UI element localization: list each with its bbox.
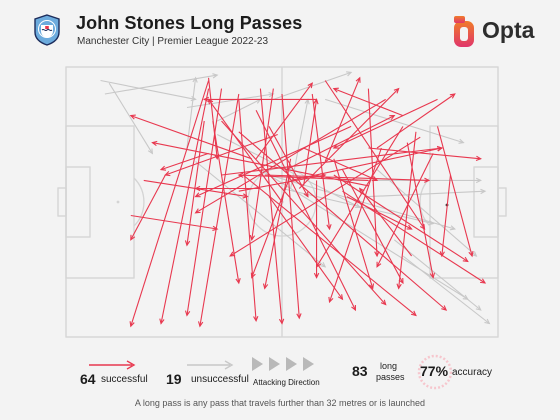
unsuccessful-pass-arrow-11	[290, 98, 310, 189]
right-goal	[497, 187, 507, 217]
successful-pass-arrow-13	[262, 158, 292, 290]
successful-pass-arrow-48	[129, 114, 252, 160]
unsuccessful-pass-arrow-4	[186, 92, 275, 109]
successful-pass-arrow-21	[406, 142, 436, 279]
successful-pass-arrow-46	[376, 93, 456, 149]
successful-pass-arrow-7	[281, 93, 302, 320]
successful-pass-arrow-60	[229, 136, 421, 257]
unsuccessful-pass-arrow-18	[402, 255, 491, 325]
left-goal	[57, 187, 67, 217]
long-passes-label-line1: long	[380, 361, 398, 371]
successful-pass-arrow-44	[255, 82, 313, 160]
successful-pass-arrow-62	[436, 126, 474, 258]
accuracy-value: 77%	[420, 363, 449, 379]
successful-pass-arrow-23	[376, 153, 434, 268]
unsuccessful-pass-arrow-17	[195, 161, 327, 268]
unsuccessful-pass-arrow-2	[104, 73, 219, 95]
unsuccessful-pass-arrow-12	[325, 98, 465, 144]
attacking-direction-label: Attacking Direction	[253, 378, 320, 387]
successful-pass-arrow-3	[184, 88, 223, 317]
successful-pass-arrow-28	[194, 98, 386, 214]
successful-pass-arrow-8	[255, 109, 357, 312]
successful-pass-arrow-31	[358, 187, 413, 257]
successful-pass-arrow-36	[194, 125, 352, 198]
successful-pass-arrow-49	[151, 140, 369, 187]
left-penalty-spot	[116, 200, 120, 204]
unsuccessful-label: unsuccessful	[191, 374, 249, 385]
page-title: John Stones Long Passes	[76, 13, 303, 33]
successful-pass-arrow-58	[286, 115, 396, 171]
unsuccessful-passes	[100, 71, 491, 325]
unsuccessful-pass-arrow-14	[368, 188, 487, 198]
successful-pass-arrow-25	[439, 174, 452, 258]
left-penalty-box	[65, 125, 135, 279]
successful-pass-arrow-33	[130, 214, 219, 231]
unsuccessful-pass-arrow-16	[376, 169, 478, 257]
unsuccessful-pass-arrow-1	[100, 79, 197, 102]
successful-pass-arrow-37	[159, 152, 209, 171]
long-passes-count: 83	[352, 363, 368, 379]
header: John Stones Long Passes Manchester City …	[0, 0, 560, 60]
successful-pass-arrow-19	[328, 147, 382, 304]
accuracy-label: accuracy	[452, 367, 493, 378]
successful-pass-arrow-26	[324, 80, 426, 231]
successful-pass-arrow-14	[250, 174, 292, 279]
long-passes-label-line2: passes	[376, 372, 405, 382]
successful-passes	[129, 76, 487, 328]
opta-logo-icon	[454, 16, 474, 47]
successful-pass-arrow-9	[221, 120, 387, 306]
successful-pass-arrow-56	[342, 190, 487, 284]
manchester-city-crest-icon	[34, 14, 60, 46]
successful-pass-arrow-64	[268, 126, 309, 198]
successful-pass-arrow-5	[238, 99, 259, 323]
successful-pass-arrow-29	[311, 93, 332, 231]
successful-pass-arrow-63	[202, 96, 317, 103]
successful-pass-arrow-6	[259, 88, 285, 325]
successful-pass-arrow-61	[303, 147, 379, 182]
right-six-yard-box	[473, 166, 499, 238]
unsuccessful-pass-arrow-3	[108, 82, 154, 155]
successful-pass-arrow-50	[264, 174, 431, 183]
successful-pass-arrow-22	[396, 131, 417, 290]
successful-pass-arrow-1	[129, 80, 210, 328]
attacking-direction-arrows-icon	[252, 357, 314, 371]
successful-pass-arrow-41	[332, 87, 404, 117]
footnote: A long pass is any pass that travels fur…	[134, 398, 426, 408]
successful-pass-arrow-17	[341, 169, 404, 285]
successful-pass-arrow-59	[212, 120, 241, 285]
successful-pass-arrow-12	[268, 196, 344, 301]
left-penalty-arc	[133, 177, 145, 227]
successful-pass-arrow-45	[324, 76, 361, 162]
successful-pass-arrow-54	[332, 98, 438, 149]
successful-label: successful	[101, 374, 148, 385]
successful-pass-arrow-35	[130, 174, 166, 241]
page-subtitle: Manchester City | Premier League 2022-23	[77, 36, 269, 47]
successful-pass-arrow-53	[164, 133, 278, 177]
left-six-yard-box	[65, 166, 91, 238]
accuracy-ring-icon	[417, 354, 453, 390]
successful-count: 64	[80, 371, 96, 387]
successful-pass-arrow-24	[333, 174, 469, 263]
unsuccessful-count: 19	[166, 371, 182, 387]
successful-pass-arrow-51	[346, 196, 413, 230]
successful-arrow-icon	[89, 360, 136, 370]
successful-pass-arrow-4	[197, 93, 240, 328]
successful-pass-arrow-15	[313, 180, 320, 279]
successful-pass-arrow-2	[159, 88, 210, 325]
successful-pass-arrow-40	[368, 147, 482, 162]
successful-pass-arrow-57	[221, 145, 444, 176]
successful-pass-arrow-55	[238, 173, 327, 192]
opta-brand-text: Opta	[482, 17, 535, 43]
unsuccessful-arrow-icon	[187, 360, 234, 370]
